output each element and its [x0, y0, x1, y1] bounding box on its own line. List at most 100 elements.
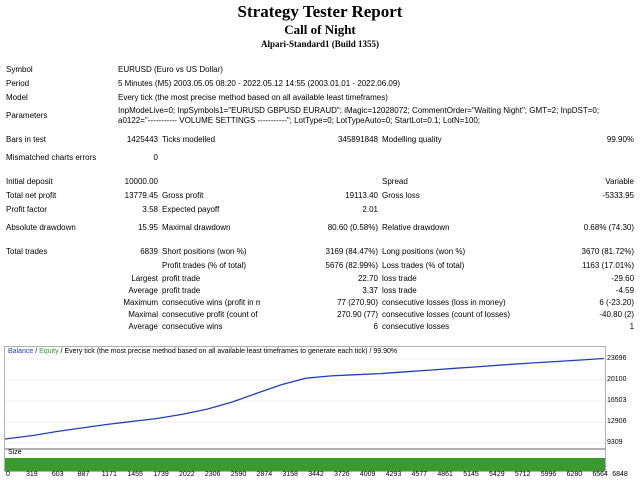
x-tick-label: 1739	[153, 471, 169, 478]
row-profit-factor: Profit factor 3.58 Expected payoff 2.01	[4, 203, 636, 217]
parameters-label: Parameters	[6, 111, 48, 120]
y-tick-label: 16503	[607, 396, 627, 404]
maximal-drawdown-value: 80.60 (0.58%)	[327, 223, 378, 232]
expected-payoff-label: Expected payoff	[162, 205, 220, 214]
max-consecutive-wins-value: 77 (270.90)	[337, 298, 378, 307]
average-profit-value: 3.37	[362, 286, 378, 295]
expected-payoff-value: 2.01	[362, 205, 378, 214]
legend-equity: Equity	[39, 348, 59, 355]
quality-label: Modelling quality	[382, 135, 442, 144]
absolute-drawdown-value: 15.95	[137, 223, 158, 232]
symbol-label: Symbol	[6, 65, 33, 74]
profit-trades-value: 5676 (82.99%)	[325, 261, 378, 270]
balance-line	[4, 357, 605, 440]
model-label: Model	[6, 93, 28, 102]
row-deposit: Initial deposit 10000.00 Spread Variable	[4, 175, 636, 189]
parameters-line-2: a0122="----------- VOLUME SETTINGS -----…	[118, 116, 481, 125]
max-consecutive-wins-label: consecutive wins (profit in money)	[162, 298, 260, 307]
row-maximum: Maximum consecutive wins (profit in mone…	[4, 297, 636, 309]
absolute-drawdown-label: Absolute drawdown	[6, 223, 76, 232]
legend-description: / Every tick (the most precise method ba…	[58, 348, 398, 355]
average-label: Average	[128, 286, 158, 295]
total-trades-value: 6839	[140, 247, 158, 256]
mismatch-label: Mismatched charts errors	[6, 153, 97, 162]
balance-chart	[4, 346, 606, 450]
y-tick-label: 9309	[607, 439, 623, 446]
x-tick-label: 6564	[592, 471, 608, 478]
loss-trades-label: Loss trades (% of total)	[382, 261, 465, 270]
period-label: Period	[6, 79, 30, 88]
period-value: 5 Minutes (M5) 2003.05.05 08:20 - 2022.0…	[118, 79, 400, 88]
average-consecutive-wins-label: consecutive wins	[162, 322, 223, 331]
max-consecutive-losses-label: consecutive losses (loss in money)	[382, 298, 506, 307]
parameters-line-1: InpModeLive=0; InpSymbols1="EURUSD GBPUS…	[118, 106, 600, 115]
ticks-value: 345891848	[337, 135, 378, 144]
x-tick-label: 4009	[359, 471, 376, 478]
average-consecutive-losses-value: 1	[629, 322, 635, 331]
net-profit-label: Total net profit	[6, 191, 57, 200]
average-consecutive-losses-label: consecutive losses	[382, 322, 450, 331]
row-total-trades: Total trades 6839 Short positions (won %…	[4, 245, 636, 259]
average-consecutive-label: Average	[128, 322, 158, 331]
maximum-label: Maximum	[123, 298, 158, 307]
row-net-profit: Total net profit 13779.45 Gross profit 1…	[4, 189, 636, 203]
x-tick-label: 2306	[204, 471, 221, 478]
average-loss-label: loss trade	[382, 286, 417, 295]
largest-loss-value: -29.60	[611, 274, 635, 283]
size-label: Size	[8, 449, 22, 456]
x-tick-label: 5712	[514, 471, 531, 478]
balance-chart-svg	[4, 357, 605, 444]
size-panel: Size	[4, 448, 606, 472]
maximal-consecutive-loss-value: -40.80 (2)	[599, 310, 635, 319]
row-maximal: Maximal consecutive profit (count of win…	[4, 309, 636, 321]
average-consecutive-wins-value: 6	[373, 322, 378, 331]
ticks-label: Ticks modelled	[162, 135, 216, 144]
legend-balance: Balance	[8, 348, 34, 355]
maximal-label: Maximal	[128, 310, 158, 319]
profit-trades-label: Profit trades (% of total)	[162, 261, 247, 270]
row-parameters: Parameters InpModeLive=0; InpSymbols1="E…	[4, 105, 636, 127]
largest-label: Largest	[131, 274, 158, 283]
largest-profit-value: 22.70	[357, 274, 378, 283]
bars-value: 1425443	[126, 135, 158, 144]
x-tick-label: 887	[77, 471, 90, 478]
deposit-value: 10000.00	[124, 177, 158, 186]
row-average: Average profit trade 3.37 loss trade -4.…	[4, 285, 636, 297]
profit-factor-value: 3.58	[142, 205, 158, 214]
x-tick-label: 319	[25, 471, 38, 478]
long-positions-value: 3670 (81.72%)	[581, 247, 635, 256]
x-tick-label: 4577	[411, 471, 428, 478]
bars-label: Bars in test	[6, 135, 47, 144]
expert-name: Call of Night	[284, 22, 356, 37]
row-model: Model Every tick (the most precise metho…	[4, 91, 636, 105]
symbol-value: EURUSD (Euro vs US Dollar)	[118, 65, 223, 74]
row-period: Period 5 Minutes (M5) 2003.05.05 08:20 -…	[4, 77, 636, 91]
x-tick-label: 2022	[179, 471, 195, 478]
y-tick-label: 23696	[607, 355, 627, 362]
maximal-consecutive-profit-value: 270.90 (77)	[337, 310, 378, 319]
loss-trades-value: 1163 (17.01%)	[582, 261, 635, 270]
row-symbol: Symbol EURUSD (Euro vs US Dollar)	[4, 63, 636, 77]
row-mismatch: Mismatched charts errors 0	[4, 147, 636, 169]
x-tick-label: 5996	[540, 471, 557, 478]
x-tick-label: 4861	[437, 471, 453, 478]
quality-value: 99.90%	[606, 135, 635, 144]
total-trades-label: Total trades	[6, 247, 48, 256]
gross-profit-value: 19113.40	[345, 191, 378, 200]
relative-drawdown-value: 0.68% (74.30)	[583, 223, 635, 232]
x-tick-label: 0	[6, 471, 10, 478]
report-title: Strategy Tester Report	[237, 2, 403, 21]
average-profit-label: profit trade	[162, 286, 201, 295]
largest-profit-label: profit trade	[162, 274, 201, 283]
x-tick-label: 2874	[256, 471, 273, 478]
maximal-consecutive-loss-label: consecutive losses (count of losses)	[382, 310, 511, 319]
gross-loss-value: -5333.95	[602, 191, 635, 200]
x-tick-label: 2590	[230, 471, 247, 478]
spread-label: Spread	[382, 177, 408, 186]
row-profit-trades: Profit trades (% of total) 5676 (82.99%)…	[4, 259, 636, 273]
y-tick-label: 12906	[607, 417, 627, 425]
row-bars: Bars in test 1425443 Ticks modelled 3458…	[4, 133, 636, 147]
legend-separator: /	[33, 348, 40, 355]
profit-factor-label: Profit factor	[6, 205, 47, 214]
row-largest: Largest profit trade 22.70 loss trade -2…	[4, 273, 636, 285]
